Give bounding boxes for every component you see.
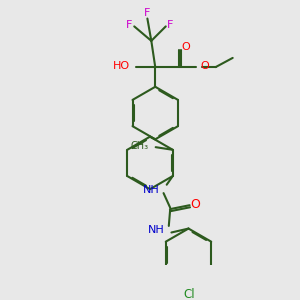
- Text: F: F: [167, 20, 174, 30]
- Text: O: O: [182, 42, 190, 52]
- Text: NH: NH: [143, 185, 160, 196]
- Text: Cl: Cl: [184, 288, 195, 300]
- Text: F: F: [144, 8, 151, 18]
- Text: HO: HO: [113, 61, 130, 71]
- Text: CH₃: CH₃: [130, 141, 148, 151]
- Text: NH: NH: [148, 225, 165, 235]
- Text: O: O: [190, 198, 200, 212]
- Text: O: O: [200, 61, 208, 71]
- Text: F: F: [126, 20, 133, 30]
